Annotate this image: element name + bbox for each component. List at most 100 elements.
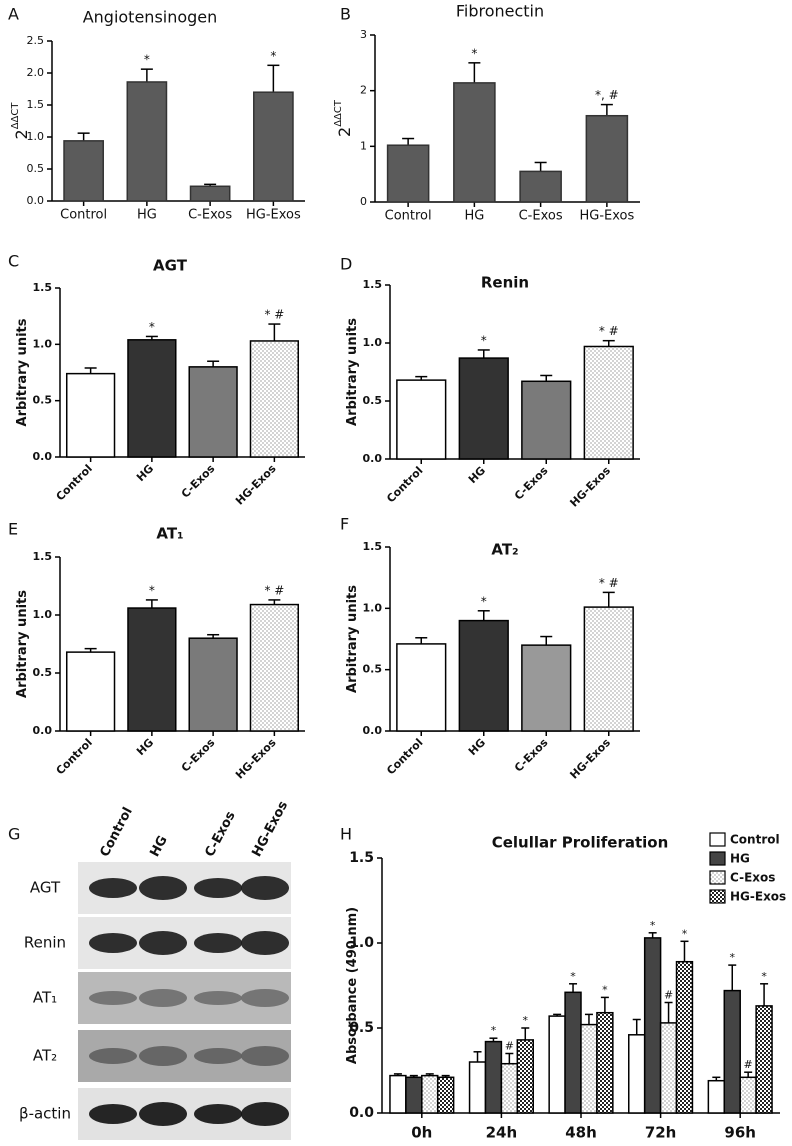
x-tick-label: HG <box>466 736 488 758</box>
error-bar <box>728 964 737 991</box>
y-axis-label-base: Arbitrary units <box>15 590 30 698</box>
y-axis-label-base: Arbitrary units <box>15 318 30 426</box>
x-tick-label: 0h <box>411 1124 432 1142</box>
chart-panel: H Celullar Proliferation Absorbance (490 n… <box>340 825 786 1142</box>
blot-band <box>89 878 137 898</box>
legend-label: Control <box>730 833 780 847</box>
bar <box>458 619 509 732</box>
y-tick-label: 1.5 <box>27 98 45 111</box>
y-axis-label-superscript: ΔΔCT <box>333 99 344 127</box>
bar <box>564 991 582 1114</box>
legend-swatch <box>709 889 726 904</box>
row-label: β-actin <box>19 1105 71 1123</box>
y-tick-label: 0.0 <box>363 724 383 737</box>
error-bar <box>760 983 769 1006</box>
bar <box>396 643 447 732</box>
error-bar <box>473 1051 482 1062</box>
significance-label: * # <box>599 576 619 590</box>
bar <box>484 1040 503 1114</box>
error-bar <box>505 1052 514 1064</box>
x-tick-label: HG-Exos <box>567 736 613 782</box>
x-tick-label: Control <box>54 462 95 503</box>
significance-label: * <box>481 594 487 608</box>
bar <box>405 1076 423 1114</box>
x-tick-label: 96h <box>724 1124 756 1142</box>
bar <box>65 651 116 732</box>
lane-label: Control <box>97 805 135 860</box>
y-axis-label: 2ΔΔCT <box>10 102 31 140</box>
significance-label: * <box>761 970 767 983</box>
error-bar <box>540 374 553 382</box>
y-tick-label: 0.0 <box>33 450 53 463</box>
bar <box>643 937 662 1114</box>
blot-band <box>89 991 137 1005</box>
y-tick-label: 0.5 <box>27 162 45 175</box>
x-tick-label: HG-Exos <box>567 464 613 510</box>
error-bar <box>540 635 553 646</box>
blot-band <box>139 1046 187 1066</box>
lane-label: C-Exos <box>202 809 238 860</box>
significance-label: * <box>491 1024 497 1037</box>
chart-title: Fibronectin <box>456 2 544 21</box>
lane-label: HG <box>147 833 170 859</box>
error-bar <box>680 940 689 962</box>
y-tick-label: 2 <box>360 84 367 97</box>
blot-band <box>241 876 289 900</box>
x-tick-label: Control <box>60 208 107 223</box>
blot-band <box>241 1102 289 1126</box>
x-tick-label: C-Exos <box>179 462 218 501</box>
significance-label: * <box>650 919 656 932</box>
x-tick-label: C-Exos <box>519 209 563 224</box>
blot-band <box>139 931 187 955</box>
error-bar <box>468 62 481 83</box>
error-bar <box>145 599 158 609</box>
error-bar <box>477 349 490 359</box>
y-tick-label: 0.0 <box>27 194 45 207</box>
y-tick-label: 0.0 <box>349 1105 374 1121</box>
bar <box>521 644 572 732</box>
lane-label: HG-Exos <box>249 798 291 859</box>
y-tick-label: 1.5 <box>363 278 383 291</box>
error-bar <box>632 1018 641 1035</box>
x-tick-label: HG-Exos <box>233 462 279 508</box>
panel-letter: F <box>340 515 349 534</box>
significance-label: * <box>149 583 155 597</box>
bar <box>458 357 509 460</box>
bar <box>188 637 238 732</box>
y-axis-label-base: Arbitrary units <box>345 585 360 693</box>
y-tick-label: 1.0 <box>349 935 374 951</box>
blot-band <box>89 1104 137 1124</box>
blot-band <box>194 933 242 953</box>
significance-label: * <box>481 333 487 347</box>
bar <box>583 606 634 732</box>
error-bar <box>477 610 490 621</box>
bar <box>386 144 430 203</box>
bar <box>548 1015 566 1114</box>
legend-swatch <box>709 870 726 885</box>
bar <box>63 140 104 202</box>
row-label: AT₂ <box>33 1047 57 1065</box>
bar <box>739 1076 757 1114</box>
legend-label: HG-Exos <box>730 890 786 904</box>
y-tick-label: 1.0 <box>27 130 45 143</box>
bar <box>675 960 694 1114</box>
y-axis-label-base: Absorbance (490 nm) <box>345 907 360 1064</box>
x-tick-label: C-Exos <box>512 736 551 775</box>
significance-label: * <box>149 320 155 334</box>
chart-title: AT₂ <box>491 541 518 559</box>
y-axis-label: Arbitrary units <box>15 590 30 698</box>
error-bar <box>744 1071 753 1078</box>
chart-panel: F AT₂ Arbitrary units 0.0 0.5 1.0 1.5 Control HG… <box>340 515 640 782</box>
y-tick-label: 1 <box>360 139 367 152</box>
chart-title: Angiotensinogen <box>83 8 218 27</box>
x-tick-label: HG-Exos <box>246 208 301 223</box>
panel-letter: A <box>8 5 19 24</box>
error-bar <box>600 996 609 1013</box>
significance-label: # <box>664 989 673 1002</box>
y-tick-label: 1.0 <box>33 337 53 350</box>
significance-label: * <box>602 983 608 996</box>
legend-swatch <box>709 832 726 847</box>
x-tick-label: HG <box>466 464 488 486</box>
panel-letter: E <box>8 520 18 539</box>
chart-panel: A Angiotensinogen 2ΔΔCT 0.0 0.5 1.0 1.5 2.0 2.5 C… <box>8 5 305 223</box>
